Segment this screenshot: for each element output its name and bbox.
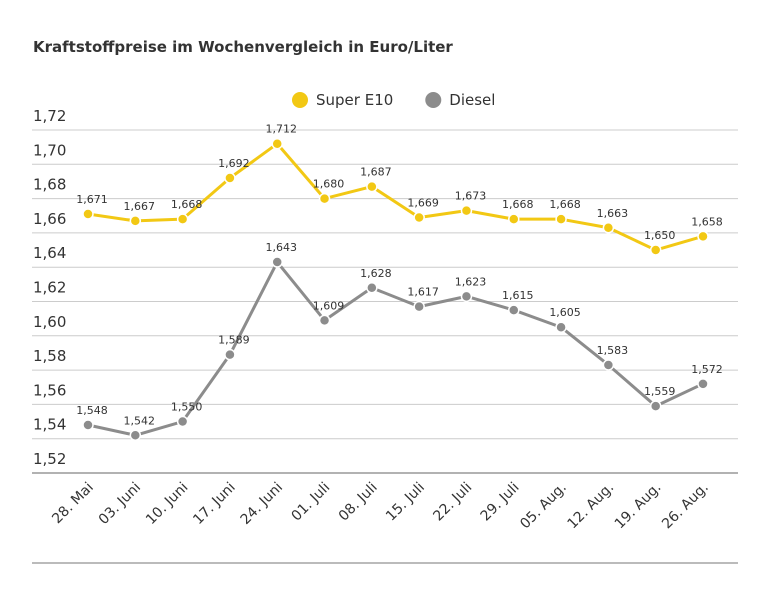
data-label: 1,673 <box>455 190 487 203</box>
x-tick-label: 08. Juli <box>336 480 381 525</box>
y-tick-label: 1,62 <box>33 279 66 297</box>
legend-marker <box>292 92 308 108</box>
y-tick-label: 1,72 <box>33 107 66 125</box>
data-label: 1,609 <box>313 299 345 312</box>
data-label: 1,617 <box>407 286 439 299</box>
data-label: 1,623 <box>455 275 487 288</box>
data-point <box>602 359 615 371</box>
y-tick-label: 1,54 <box>33 416 66 434</box>
data-point <box>82 419 94 431</box>
data-point <box>697 378 709 390</box>
data-label: 1,668 <box>502 198 534 211</box>
x-tick-label: 19. Aug. <box>612 480 665 533</box>
data-point <box>271 256 283 268</box>
y-tick-label: 1,58 <box>33 347 66 365</box>
data-point <box>82 208 94 220</box>
series-line <box>87 260 704 437</box>
data-label: 1,692 <box>218 157 250 170</box>
x-tick-label: 26. Aug. <box>659 480 712 533</box>
data-point <box>176 213 189 225</box>
x-tick-label: 10. Juni <box>143 480 191 528</box>
legend-marker <box>425 92 442 108</box>
y-tick-label: 1,68 <box>33 176 66 194</box>
data-point <box>460 204 473 217</box>
data-label: 1,550 <box>171 401 203 414</box>
data-point <box>697 230 709 243</box>
data-label: 1,667 <box>124 200 156 213</box>
data-point <box>508 304 520 316</box>
x-tick-label: 22. Juli <box>430 480 475 525</box>
y-tick-label: 1,56 <box>33 381 66 399</box>
chart-title: Kraftstoffpreise im Wochenvergleich in E… <box>33 38 453 56</box>
data-label: 1,669 <box>407 196 439 209</box>
data-point <box>649 244 662 256</box>
x-tick-label: 15. Juli <box>383 480 428 525</box>
data-label: 1,668 <box>549 198 581 211</box>
x-tick-label: 05. Aug. <box>517 480 570 533</box>
data-point <box>460 290 473 303</box>
data-point <box>508 213 520 225</box>
data-point <box>413 300 425 313</box>
data-label: 1,589 <box>218 334 250 347</box>
legend-label: Diesel <box>449 91 495 109</box>
data-label: 1,559 <box>644 385 676 398</box>
x-tick-label: 01. Juli <box>288 480 333 525</box>
data-label: 1,658 <box>691 215 723 228</box>
data-point <box>224 348 236 361</box>
data-point <box>366 180 378 193</box>
data-point <box>224 172 236 184</box>
data-point <box>129 429 142 442</box>
y-tick-label: 1,64 <box>33 244 66 262</box>
x-tick-label: 29. Juli <box>478 480 523 525</box>
data-label: 1,605 <box>549 306 581 319</box>
y-tick-label: 1,70 <box>33 141 66 159</box>
data-label: 1,583 <box>597 344 629 357</box>
data-label: 1,615 <box>502 289 534 302</box>
data-point <box>318 314 331 327</box>
data-label: 1,680 <box>313 178 345 191</box>
y-tick-label: 1,66 <box>33 210 66 228</box>
data-label: 1,542 <box>124 414 156 427</box>
data-label: 1,548 <box>76 404 108 417</box>
data-point <box>555 213 567 225</box>
legend-label: Super E10 <box>316 91 393 109</box>
data-point <box>555 321 567 333</box>
data-point <box>318 192 331 205</box>
data-label: 1,687 <box>360 166 392 179</box>
x-tick-label: 12. Aug. <box>565 480 618 533</box>
x-tick-label: 17. Juni <box>190 480 238 528</box>
data-label: 1,671 <box>76 193 108 206</box>
data-label: 1,663 <box>597 207 629 220</box>
data-point <box>129 215 142 227</box>
data-label: 1,650 <box>644 229 676 242</box>
x-tick-label: 28. Mai <box>49 480 97 528</box>
data-point <box>271 137 283 150</box>
data-point <box>602 222 615 234</box>
data-label: 1,668 <box>171 198 203 211</box>
data-label: 1,628 <box>360 267 392 280</box>
data-label: 1,643 <box>265 241 297 254</box>
y-tick-label: 1,52 <box>33 450 66 468</box>
y-tick-label: 1,60 <box>33 313 66 331</box>
data-point <box>366 282 378 294</box>
series-line <box>87 142 704 252</box>
x-tick-label: 03. Juni <box>96 480 144 528</box>
data-point <box>413 211 425 224</box>
data-point <box>649 400 662 412</box>
data-label: 1,572 <box>691 363 723 376</box>
data-label: 1,712 <box>265 123 297 136</box>
x-tick-label: 24. Juni <box>238 480 286 528</box>
data-point <box>176 415 189 428</box>
